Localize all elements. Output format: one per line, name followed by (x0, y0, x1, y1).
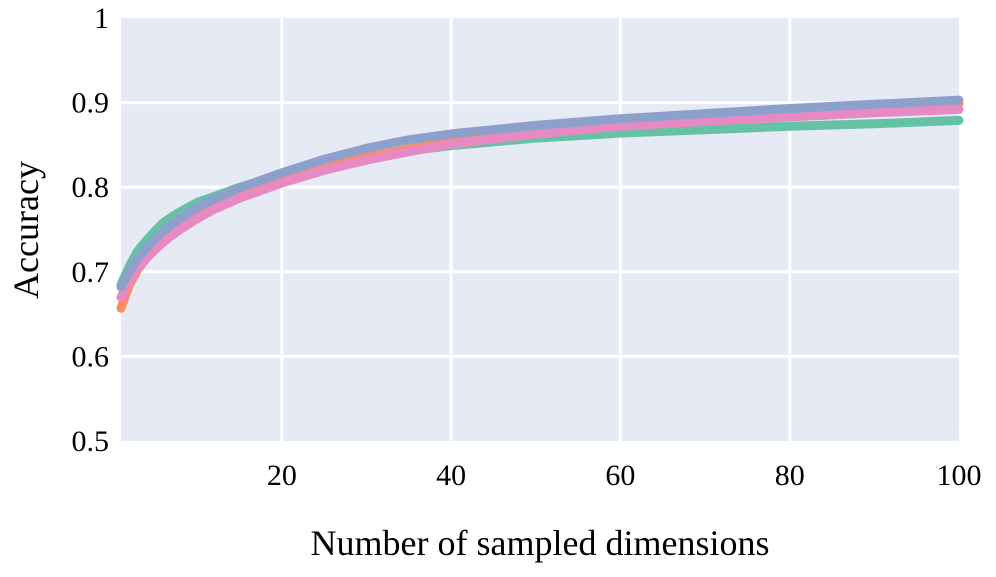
plot-background (121, 18, 959, 441)
y-axis-label: Accuracy (6, 161, 46, 299)
y-tick-label: 0.6 (72, 340, 110, 373)
x-tick-label: 100 (937, 459, 982, 492)
y-tick-label: 0.7 (72, 256, 110, 289)
y-tick-label: 1 (94, 2, 109, 35)
y-tick-label: 0.9 (72, 87, 110, 120)
x-axis-label: Number of sampled dimensions (311, 523, 770, 563)
y-tick-label: 0.5 (72, 425, 110, 458)
y-tick-label: 0.8 (72, 171, 110, 204)
x-tick-label: 40 (436, 459, 466, 492)
x-tick-label: 20 (267, 459, 297, 492)
plot-area: 0.5 0.6 0.7 0.8 0.9 1 20 40 60 80 100 (72, 2, 982, 492)
x-tick-label: 60 (605, 459, 635, 492)
series-line-4 (116, 95, 964, 292)
x-tick-label: 80 (775, 459, 805, 492)
series-line-3 (116, 104, 964, 302)
